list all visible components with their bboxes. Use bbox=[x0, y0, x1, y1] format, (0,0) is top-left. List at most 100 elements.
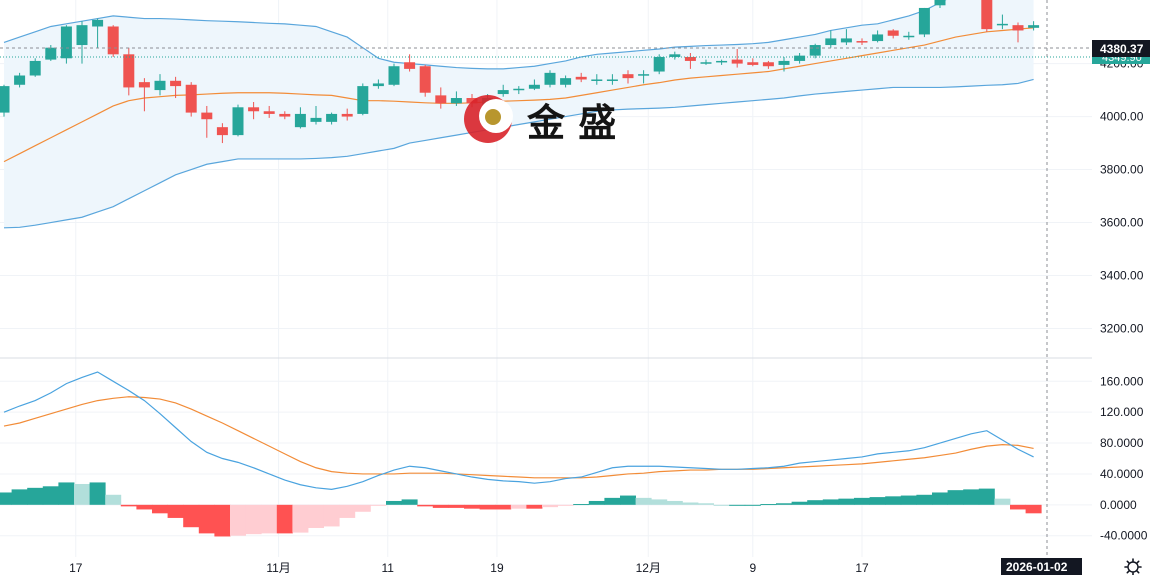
histogram-bar bbox=[729, 504, 746, 506]
candle bbox=[60, 25, 72, 64]
candle-body bbox=[357, 86, 369, 114]
candle bbox=[872, 30, 884, 43]
time-axis[interactable]: 17 11月 11 19 12月 9 17 bbox=[69, 561, 869, 575]
settings-gear-icon[interactable] bbox=[1124, 558, 1142, 575]
histogram-bar bbox=[230, 504, 246, 536]
histogram-bar bbox=[978, 488, 995, 505]
histogram-bar bbox=[885, 496, 902, 505]
candle bbox=[341, 108, 353, 121]
candle-body bbox=[466, 98, 478, 104]
bollinger-fill bbox=[4, 0, 1034, 228]
candle-body bbox=[170, 80, 182, 87]
histogram-bar bbox=[198, 504, 215, 534]
candle bbox=[310, 105, 322, 125]
macd-tick-label: -40.0000 bbox=[1100, 529, 1148, 543]
candle bbox=[92, 18, 104, 48]
candle-body bbox=[107, 26, 119, 55]
histogram-bar bbox=[105, 494, 122, 505]
time-tick-label: 9 bbox=[749, 561, 756, 575]
candle bbox=[716, 59, 728, 65]
histogram-bar bbox=[417, 504, 434, 507]
bollinger-bands bbox=[3, 0, 1034, 229]
candle-body bbox=[887, 30, 899, 36]
candle-body bbox=[606, 79, 618, 81]
histogram-bar bbox=[698, 503, 714, 505]
histogram-bar bbox=[214, 504, 231, 537]
histogram-bar bbox=[1010, 504, 1026, 510]
macd-tick-label: 160.000 bbox=[1100, 374, 1144, 388]
histogram-bar bbox=[495, 504, 512, 510]
histogram-bar bbox=[542, 504, 558, 508]
candle bbox=[248, 101, 260, 120]
candle bbox=[29, 58, 41, 77]
candle-body bbox=[560, 78, 572, 85]
macd-lines bbox=[3, 371, 1034, 490]
histogram-bar bbox=[666, 500, 683, 505]
candle bbox=[840, 29, 852, 46]
candle bbox=[575, 72, 587, 83]
bollinger-lower bbox=[3, 78, 1034, 229]
candle-body bbox=[76, 25, 88, 46]
candle-body bbox=[185, 84, 197, 113]
histogram-bar bbox=[448, 504, 465, 508]
histogram-bar bbox=[776, 503, 792, 505]
candle bbox=[903, 31, 915, 40]
candle bbox=[419, 64, 431, 97]
histogram-bar bbox=[822, 499, 839, 505]
candle bbox=[731, 49, 743, 68]
candle-body bbox=[669, 54, 681, 57]
candle-body bbox=[92, 19, 104, 27]
candle-body bbox=[872, 34, 884, 42]
candle bbox=[372, 79, 384, 89]
candle bbox=[825, 30, 837, 48]
candle bbox=[809, 43, 821, 59]
histogram-bar bbox=[744, 504, 761, 506]
candle bbox=[606, 74, 618, 85]
candle-body bbox=[700, 62, 712, 64]
histogram-bar bbox=[370, 504, 387, 506]
price-axis-background bbox=[1092, 0, 1150, 557]
macd-axis[interactable]: 160.000 120.000 80.0000 40.0000 0.0000 -40.00… bbox=[1100, 374, 1148, 542]
histogram-bar bbox=[526, 504, 543, 509]
histogram-bar bbox=[854, 497, 870, 505]
candle-body bbox=[778, 60, 790, 65]
candle-body bbox=[14, 75, 26, 85]
candle bbox=[279, 111, 291, 120]
candle bbox=[435, 87, 447, 109]
histogram-bar bbox=[167, 504, 184, 518]
candle bbox=[0, 84, 10, 117]
candle bbox=[887, 29, 899, 39]
candle-body bbox=[216, 127, 228, 136]
candle bbox=[528, 79, 540, 91]
histogram-bar bbox=[916, 494, 933, 505]
candle-body bbox=[497, 90, 509, 95]
histogram-bar bbox=[760, 504, 777, 506]
candle bbox=[762, 60, 774, 69]
candle-body bbox=[154, 80, 166, 91]
histogram-bar bbox=[557, 504, 574, 506]
price-label-box bbox=[1092, 40, 1150, 57]
candle-body bbox=[809, 45, 821, 56]
histogram-bar bbox=[0, 492, 12, 505]
histogram-bar bbox=[245, 504, 262, 535]
macd-tick-label: 80.0000 bbox=[1100, 436, 1144, 450]
candle-body bbox=[513, 88, 525, 91]
candle-body bbox=[544, 72, 556, 85]
date-label: 2026-01-02 bbox=[1006, 560, 1068, 574]
candle-body bbox=[653, 56, 665, 72]
histogram-bar bbox=[432, 504, 449, 508]
candle bbox=[1012, 22, 1024, 43]
histogram-bar bbox=[588, 500, 605, 505]
watermark-logo: 金 盛 bbox=[464, 95, 616, 145]
price-label: 4380.37 bbox=[1100, 42, 1144, 56]
candle-body bbox=[918, 7, 930, 35]
candle-body bbox=[996, 23, 1008, 26]
price-tick-label: 3200.00 bbox=[1100, 322, 1144, 336]
candle bbox=[357, 83, 369, 116]
histogram-bar bbox=[620, 495, 636, 505]
candle-body bbox=[747, 62, 759, 65]
candle bbox=[684, 52, 696, 69]
candle bbox=[918, 7, 930, 38]
time-tick-label: 11月 bbox=[266, 561, 290, 575]
